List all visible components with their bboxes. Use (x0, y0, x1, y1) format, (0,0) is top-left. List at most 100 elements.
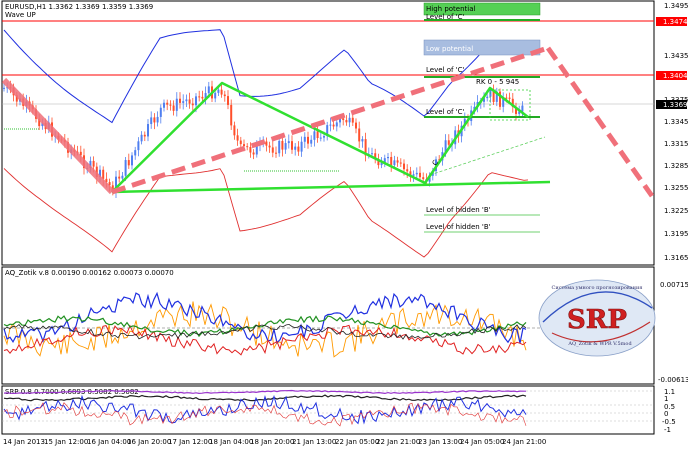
high-potential-box[interactable] (423, 2, 541, 16)
srp-tick: 1.1 (664, 388, 675, 396)
candle-body (223, 94, 226, 97)
candle-body (307, 136, 309, 144)
candle-body (281, 140, 284, 150)
candle-body (131, 155, 133, 166)
candle-body (195, 96, 197, 106)
price-marker-red-top (656, 17, 687, 26)
candle-body (204, 93, 207, 99)
candle-body (179, 98, 181, 103)
srp-indicator-panel[interactable] (1, 385, 655, 435)
candle-body (236, 135, 239, 141)
time-tick: 17 Jan 12:00 (168, 438, 212, 446)
candle-body (95, 166, 98, 177)
candle-body (412, 174, 415, 176)
time-tick: 24 Jan 05:00 (460, 438, 504, 446)
price-tick: 1.3195 (664, 230, 688, 238)
candle-body (38, 118, 41, 127)
time-tick: 18 Jan 04:00 (209, 438, 253, 446)
support-trend-line[interactable] (111, 180, 551, 194)
candle-body (140, 134, 143, 142)
price-tick: 1.3495 (664, 2, 688, 10)
candle-body (377, 159, 380, 166)
candle-body (374, 153, 377, 160)
candle-body (150, 117, 153, 125)
candle-body (316, 131, 319, 138)
candle-body (169, 104, 172, 106)
candle-body (383, 158, 386, 163)
level-c-top-label: Level of 'C' (426, 13, 464, 21)
candle-body (332, 124, 335, 127)
price-tick: 1.3435 (664, 52, 688, 60)
price-tick: 1.3315 (664, 140, 688, 148)
candle-body (166, 102, 169, 105)
candle-body (329, 124, 332, 126)
lower-band-line (3, 168, 529, 258)
candle-body (6, 87, 9, 89)
candle-body (156, 116, 159, 123)
candle-body (105, 178, 108, 183)
candle-body (233, 125, 236, 136)
target-zone-box[interactable] (489, 89, 531, 121)
price-tick: 1.3225 (664, 207, 688, 215)
candle-body (444, 140, 447, 153)
candle-body (492, 90, 495, 102)
candle-body (163, 102, 165, 108)
candle-body (220, 89, 223, 95)
candle-body (278, 140, 281, 154)
symbol-header: EURUSD,H1 1.3362 1.3369 1.3359 1.3369 (5, 3, 153, 11)
candle-body (326, 125, 329, 137)
candle-body (153, 117, 156, 123)
aq-tick-top: 0.00715 (660, 281, 688, 289)
candle-body (355, 122, 357, 129)
hidden-b-label-2: Level of hidden 'B' (426, 223, 491, 231)
candle-body (406, 169, 409, 172)
candle-body (207, 86, 210, 94)
aq-oscillator-line (3, 301, 527, 358)
price-tick: 1.3285 (664, 162, 688, 170)
candle-body (422, 177, 425, 180)
candle-body (403, 163, 405, 170)
candle-body (134, 150, 137, 156)
red-dashed-trend-up[interactable] (111, 45, 549, 195)
aq-tick-bottom: -0.00613 (658, 376, 688, 384)
low-potential-box[interactable] (423, 39, 541, 56)
candle-body (79, 151, 82, 156)
srp-oscillator-line (3, 394, 527, 402)
srp-tick: 0 (664, 410, 668, 418)
aq-oscillator-line (3, 291, 527, 345)
candle-body (172, 105, 175, 111)
logo-arc-lower (551, 321, 651, 343)
logo-arc (542, 291, 653, 323)
price-tick: 1.3345 (664, 118, 688, 126)
time-tick: 21 Jan 13:00 (292, 438, 336, 446)
wave-zigzag-line[interactable] (111, 81, 529, 193)
candle-body (41, 122, 44, 127)
candle-body (284, 143, 287, 150)
red-trend-segment-left[interactable] (1, 77, 115, 195)
candle-body (121, 175, 124, 179)
candle-body (483, 98, 485, 102)
red-dashed-projection[interactable] (545, 46, 655, 198)
candle-body (201, 96, 204, 99)
candle-body (137, 141, 140, 151)
candle-body (438, 159, 441, 161)
level-c-low-label: Level of 'C' (426, 108, 464, 116)
price-axis[interactable]: 1.3495 1.3435 1.3375 1.3345 1.3315 1.328… (656, 2, 688, 262)
time-tick: 16 Jan 20:00 (127, 438, 171, 446)
srp-oscillator-line (3, 402, 527, 427)
time-axis[interactable]: 14 Jan 2013 15 Jan 12:00 16 Jan 04:00 16… (3, 438, 546, 446)
candle-body (185, 99, 188, 102)
candle-body (319, 137, 322, 139)
candle-body (399, 162, 402, 164)
srp-oscillator-line (3, 394, 527, 425)
time-tick: 24 Jan 21:00 (502, 438, 546, 446)
srp-logo: Система умного прогнозирования SRP AQ_Zo… (538, 279, 656, 357)
rk-label: RK 0 - 5 945 (476, 78, 519, 86)
candle-body (275, 152, 277, 154)
candle-body (297, 146, 300, 152)
candle-body (396, 160, 399, 163)
srp-oscillator-line (3, 389, 526, 395)
time-tick: 15 Jan 12:00 (44, 438, 88, 446)
